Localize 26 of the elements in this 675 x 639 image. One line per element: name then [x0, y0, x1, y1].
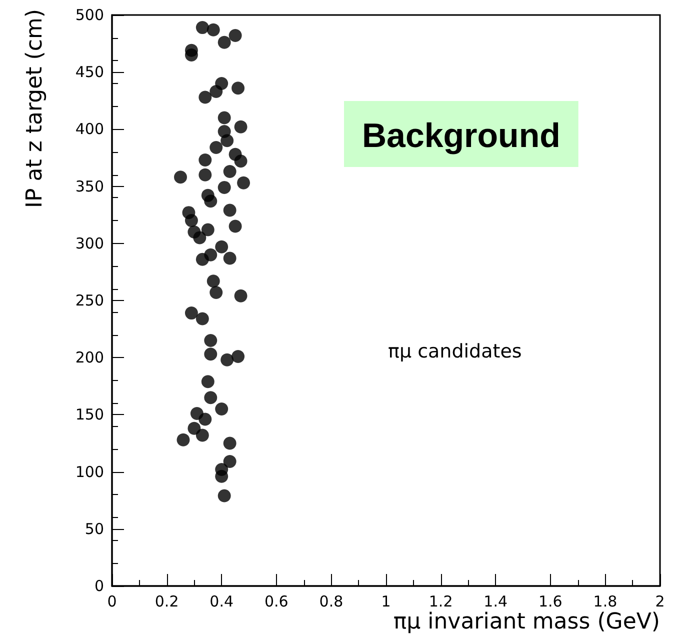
- x-tick-label: 0.2: [154, 592, 179, 610]
- x-tick-label: 0.8: [319, 592, 344, 610]
- x-tick-label: 1: [381, 592, 391, 610]
- y-tick-label: 300: [75, 234, 104, 252]
- y-tick-label: 350: [75, 177, 104, 196]
- annotation: πμ candidates: [388, 340, 522, 362]
- annotation: Background: [362, 117, 560, 155]
- y-tick-label: 200: [75, 348, 104, 367]
- x-tick-label: 1.4: [484, 592, 508, 610]
- y-tick-label: 450: [75, 63, 104, 82]
- x-axis-title: πμ invariant mass (GeV): [393, 610, 660, 634]
- y-tick-label: 250: [75, 292, 104, 310]
- y-tick-label: 0: [94, 577, 104, 595]
- x-tick-label: 1.6: [538, 592, 562, 610]
- y-tick-label: 150: [75, 406, 104, 424]
- y-tick-label: 50: [84, 520, 104, 538]
- x-tick-label: 0.4: [210, 592, 234, 610]
- y-axis-title: IP at z target (cm): [22, 9, 48, 208]
- x-tick-label: 0.6: [264, 592, 288, 610]
- y-tick-label: 400: [75, 120, 104, 138]
- x-tick-label: 1.2: [428, 592, 453, 610]
- x-tick-label: 1.8: [593, 592, 618, 610]
- y-tick-label: 100: [75, 462, 104, 481]
- x-tick-label: 2: [655, 592, 665, 610]
- x-tick-label: 0: [107, 592, 117, 610]
- y-tick-label: 500: [75, 6, 104, 24]
